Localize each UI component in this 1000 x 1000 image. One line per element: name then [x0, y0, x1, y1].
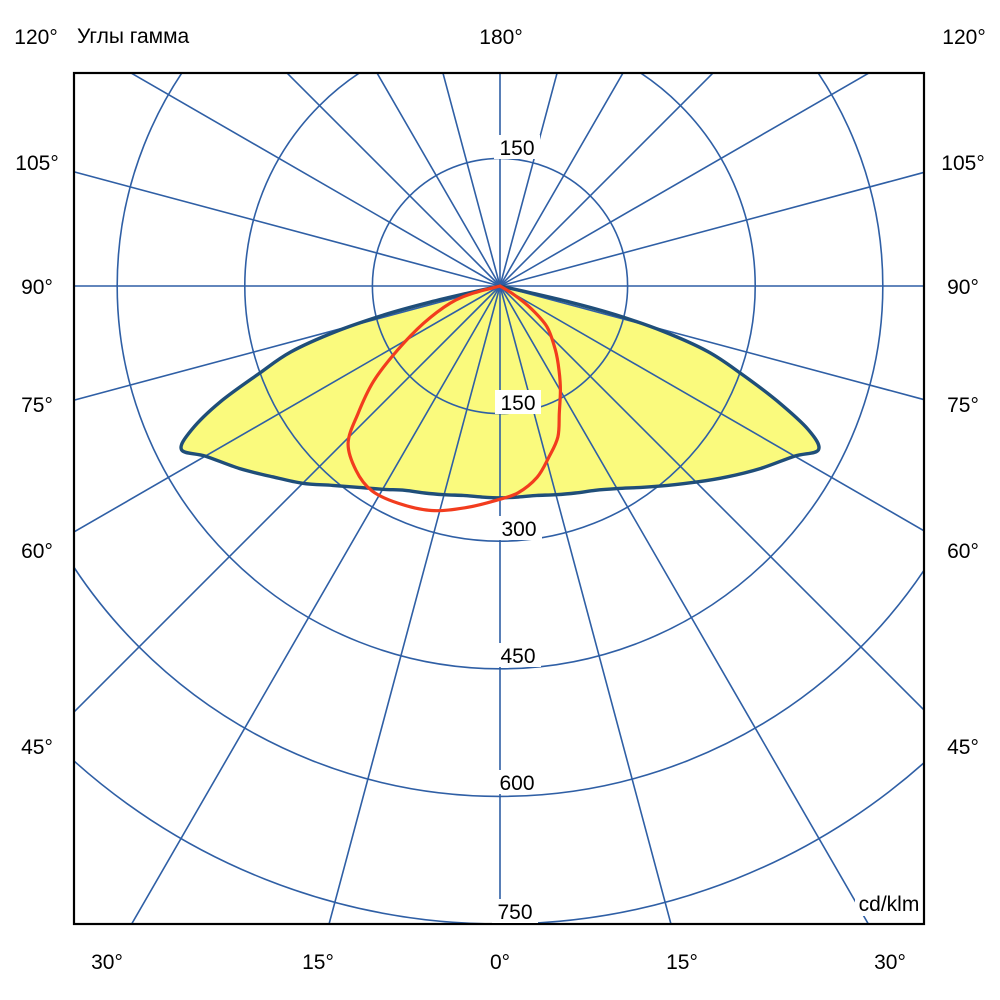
gamma-label-left-2: 75° [21, 394, 53, 417]
ring-300 [244, 73, 756, 542]
gamma-ray-105 [499, 171, 924, 287]
gamma-label-right-4: 45° [947, 736, 979, 759]
gamma-label-top-0: 120° [14, 26, 57, 49]
ring-label-0: 150 [499, 137, 534, 160]
ring-600 [74, 565, 924, 798]
gamma-label-right-3: 60° [947, 540, 979, 563]
ring-label-background [494, 770, 540, 794]
ring-label-1: 150 [500, 392, 535, 415]
ring-label-3: 450 [500, 645, 535, 668]
ring-label-background [494, 135, 540, 159]
gamma-ray-150 [499, 73, 624, 287]
gamma-label-left-0: 105° [15, 152, 58, 175]
gamma-ray-315 [74, 285, 501, 714]
gamma-ray-30 [499, 285, 870, 924]
ring-label-4: 600 [499, 772, 534, 795]
gamma-label-top-2: 120° [942, 26, 985, 49]
gamma-ray-45 [499, 285, 924, 712]
gamma-ray-120 [499, 73, 871, 287]
ring-450 [116, 73, 884, 670]
gamma-label-left-3: 60° [21, 540, 53, 563]
secondary-plane-curve [346, 284, 563, 513]
gamma-label-bottom-4: 30° [874, 951, 906, 974]
unit-label-group: cd/klm [855, 890, 922, 916]
gamma-label-bottom-2: 0° [490, 951, 510, 974]
gamma-label-top-1: 180° [479, 26, 522, 49]
gamma-label-right-2: 75° [947, 394, 979, 417]
gamma-label-right-0: 105° [941, 152, 984, 175]
gamma-ray-15 [499, 285, 672, 924]
gamma-ray-255 [74, 171, 501, 287]
gamma-ray-210 [376, 73, 501, 287]
chart-frame [72, 71, 926, 926]
gamma-ray-60 [499, 285, 924, 532]
gamma-label-bottom-0: 30° [91, 951, 123, 974]
gamma-label-bottom-1: 15° [302, 951, 334, 974]
chart-title: Углы гамма [77, 25, 190, 48]
gamma-label-right-1: 90° [947, 276, 979, 299]
gamma-ray-300 [74, 285, 501, 533]
gamma-ray-135 [499, 73, 715, 287]
gamma-ray-345 [328, 285, 501, 924]
gamma-ray-240 [129, 73, 501, 287]
unit-label-background [855, 890, 922, 916]
ring-label-background [495, 643, 541, 667]
unit-label: cd/klm [859, 893, 920, 916]
ring-label-background [496, 516, 542, 540]
ring-label-background [492, 899, 538, 923]
gamma-label-left-4: 45° [21, 736, 53, 759]
ring-label-background [495, 390, 541, 414]
gamma-label-bottom-3: 15° [666, 951, 698, 974]
gamma-label-left-1: 90° [21, 276, 53, 299]
gamma-ray-225 [285, 73, 501, 287]
gamma-ray-195 [442, 73, 501, 287]
gamma-ray-330 [130, 285, 501, 924]
ring-label-2: 300 [501, 518, 536, 541]
ring-label-5: 750 [497, 901, 532, 924]
